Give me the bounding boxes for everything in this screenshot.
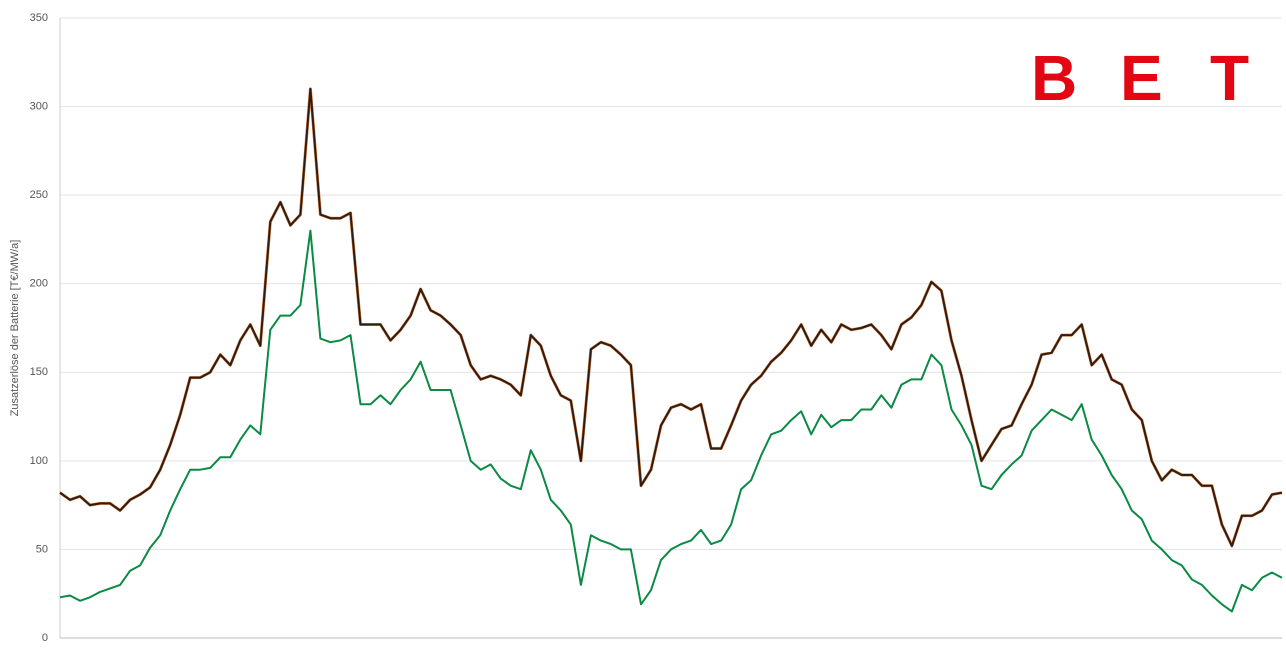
y-tick-label: 300 (30, 100, 48, 112)
series-line (59, 87, 1283, 547)
series-line (59, 229, 1283, 613)
y-tick-label: 0 (42, 632, 48, 644)
y-tick-label: 50 (36, 543, 48, 555)
logo-letter: E (1120, 42, 1163, 114)
logo-letter: T (1210, 42, 1249, 114)
y-tick-label: 200 (30, 278, 48, 290)
series-line (59, 87, 1283, 548)
y-tick-label: 150 (30, 366, 48, 378)
logo-letter: B (1031, 42, 1077, 114)
y-tick-label: 100 (30, 455, 48, 467)
y-tick-label: 250 (30, 189, 48, 201)
y-axis-label: Zusatzerlöse der Batterie [T€/MW/a] (9, 240, 21, 417)
y-tick-label: 350 (30, 12, 48, 24)
